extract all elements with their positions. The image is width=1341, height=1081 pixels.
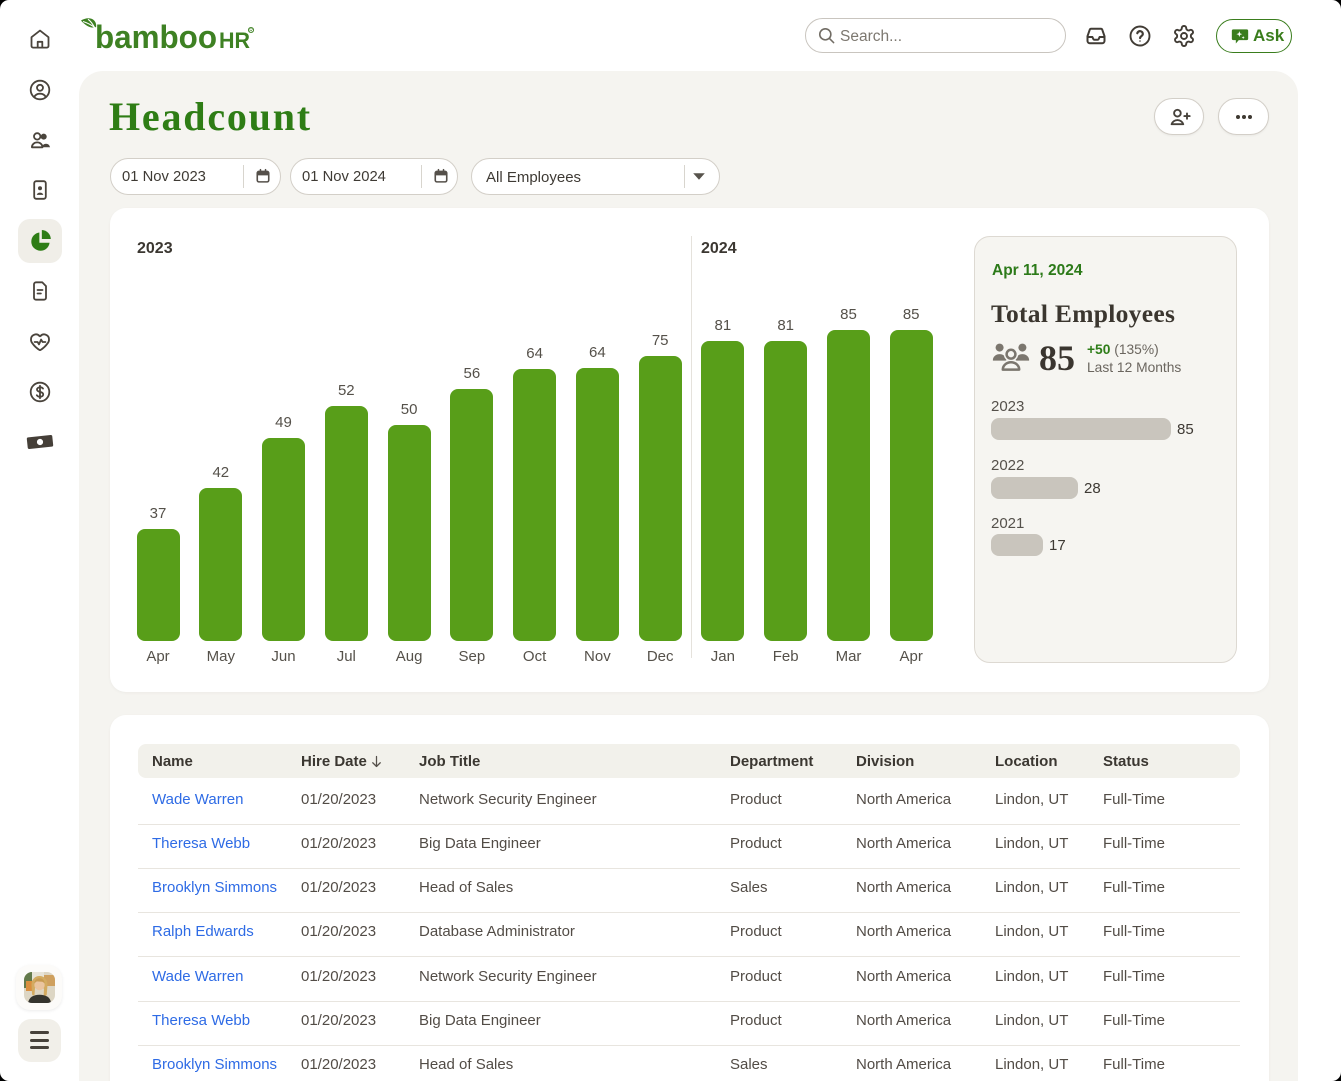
- svg-text:R: R: [249, 28, 253, 34]
- svg-text:bamboo: bamboo: [95, 19, 217, 55]
- svg-text:HR: HR: [219, 28, 250, 53]
